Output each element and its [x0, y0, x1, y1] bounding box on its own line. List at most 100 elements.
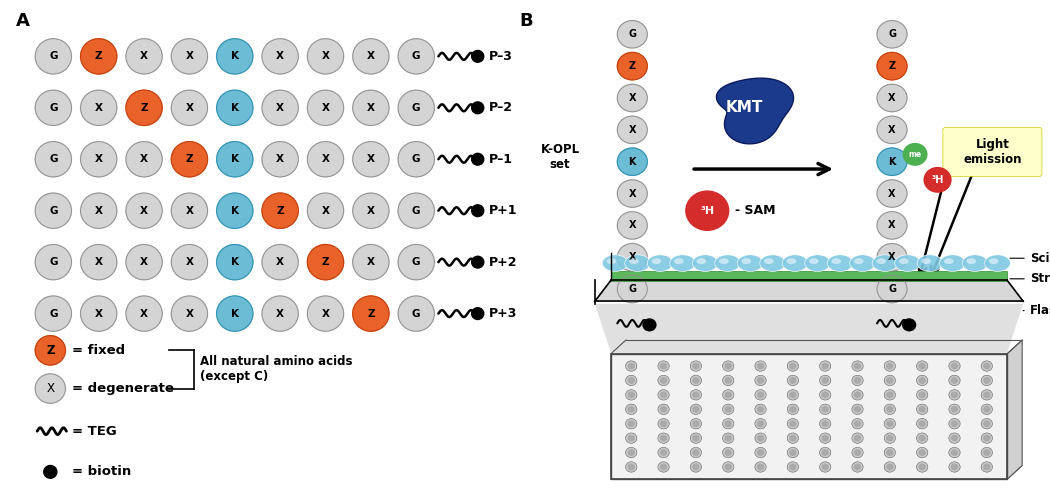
Text: Z: Z — [141, 103, 148, 113]
Circle shape — [262, 245, 298, 280]
Text: KMT: KMT — [727, 100, 763, 115]
Text: P+3: P+3 — [489, 307, 518, 320]
Text: X: X — [888, 252, 896, 262]
Circle shape — [757, 392, 764, 398]
Circle shape — [262, 296, 298, 331]
Text: X: X — [276, 309, 285, 318]
Circle shape — [690, 375, 701, 386]
Ellipse shape — [782, 255, 807, 271]
Circle shape — [628, 377, 635, 384]
Text: K: K — [231, 257, 238, 267]
Text: X: X — [276, 103, 285, 113]
Circle shape — [821, 464, 828, 470]
Circle shape — [81, 245, 117, 280]
Circle shape — [951, 435, 959, 441]
Circle shape — [757, 449, 764, 456]
Circle shape — [353, 90, 388, 125]
Circle shape — [658, 462, 669, 472]
Circle shape — [854, 363, 861, 369]
Circle shape — [917, 447, 928, 458]
Circle shape — [917, 404, 928, 415]
Circle shape — [216, 39, 253, 74]
Circle shape — [692, 435, 699, 441]
Ellipse shape — [741, 258, 751, 264]
Circle shape — [628, 449, 635, 456]
Text: B: B — [520, 12, 533, 30]
Circle shape — [722, 462, 734, 472]
Circle shape — [628, 435, 635, 441]
Text: K: K — [231, 309, 238, 318]
Circle shape — [724, 392, 732, 398]
Circle shape — [36, 336, 65, 365]
Ellipse shape — [764, 258, 774, 264]
Circle shape — [755, 404, 766, 415]
Circle shape — [852, 404, 863, 415]
Ellipse shape — [832, 258, 841, 264]
Text: G: G — [412, 206, 420, 216]
Ellipse shape — [607, 258, 616, 264]
Circle shape — [788, 447, 799, 458]
Circle shape — [949, 375, 960, 386]
Circle shape — [981, 433, 992, 443]
Circle shape — [755, 390, 766, 400]
Text: X: X — [888, 189, 896, 198]
Circle shape — [658, 404, 669, 415]
Text: = TEG: = TEG — [72, 425, 118, 438]
Circle shape — [790, 363, 797, 369]
Circle shape — [755, 447, 766, 458]
Circle shape — [81, 90, 117, 125]
Circle shape — [626, 390, 637, 400]
Circle shape — [126, 90, 162, 125]
Text: Z: Z — [321, 257, 330, 267]
Circle shape — [617, 84, 647, 112]
Circle shape — [690, 418, 701, 429]
Circle shape — [658, 418, 669, 429]
Circle shape — [951, 363, 959, 369]
Text: A: A — [16, 12, 29, 30]
Text: Z: Z — [888, 61, 896, 71]
Text: Z: Z — [368, 309, 375, 318]
Text: G: G — [628, 29, 636, 39]
Text: X: X — [186, 206, 193, 216]
Circle shape — [884, 447, 896, 458]
Circle shape — [919, 392, 926, 398]
Circle shape — [917, 462, 928, 472]
Circle shape — [917, 390, 928, 400]
Bar — [611, 354, 1007, 479]
Circle shape — [755, 375, 766, 386]
Polygon shape — [611, 466, 1022, 479]
Ellipse shape — [692, 255, 718, 271]
Text: Z: Z — [629, 61, 636, 71]
Circle shape — [659, 377, 667, 384]
Text: X: X — [629, 189, 636, 198]
Circle shape — [658, 375, 669, 386]
Ellipse shape — [899, 258, 908, 264]
Circle shape — [81, 193, 117, 228]
Circle shape — [36, 374, 65, 403]
Circle shape — [981, 404, 992, 415]
Circle shape — [471, 256, 484, 268]
Circle shape — [790, 420, 797, 427]
Circle shape — [821, 449, 828, 456]
Circle shape — [788, 433, 799, 443]
Text: K-OPL
set: K-OPL set — [541, 143, 580, 171]
Circle shape — [919, 420, 926, 427]
Circle shape — [854, 392, 861, 398]
Circle shape — [854, 464, 861, 470]
Circle shape — [626, 433, 637, 443]
Circle shape — [981, 462, 992, 472]
Ellipse shape — [849, 255, 876, 271]
Ellipse shape — [625, 255, 651, 271]
Circle shape — [919, 406, 926, 413]
Circle shape — [471, 308, 484, 319]
Circle shape — [852, 375, 863, 386]
Circle shape — [626, 361, 637, 371]
Ellipse shape — [786, 258, 796, 264]
Circle shape — [658, 390, 669, 400]
Text: X: X — [276, 51, 285, 61]
Circle shape — [628, 363, 635, 369]
Ellipse shape — [696, 258, 707, 264]
Circle shape — [819, 418, 831, 429]
Circle shape — [884, 361, 896, 371]
Circle shape — [951, 392, 959, 398]
